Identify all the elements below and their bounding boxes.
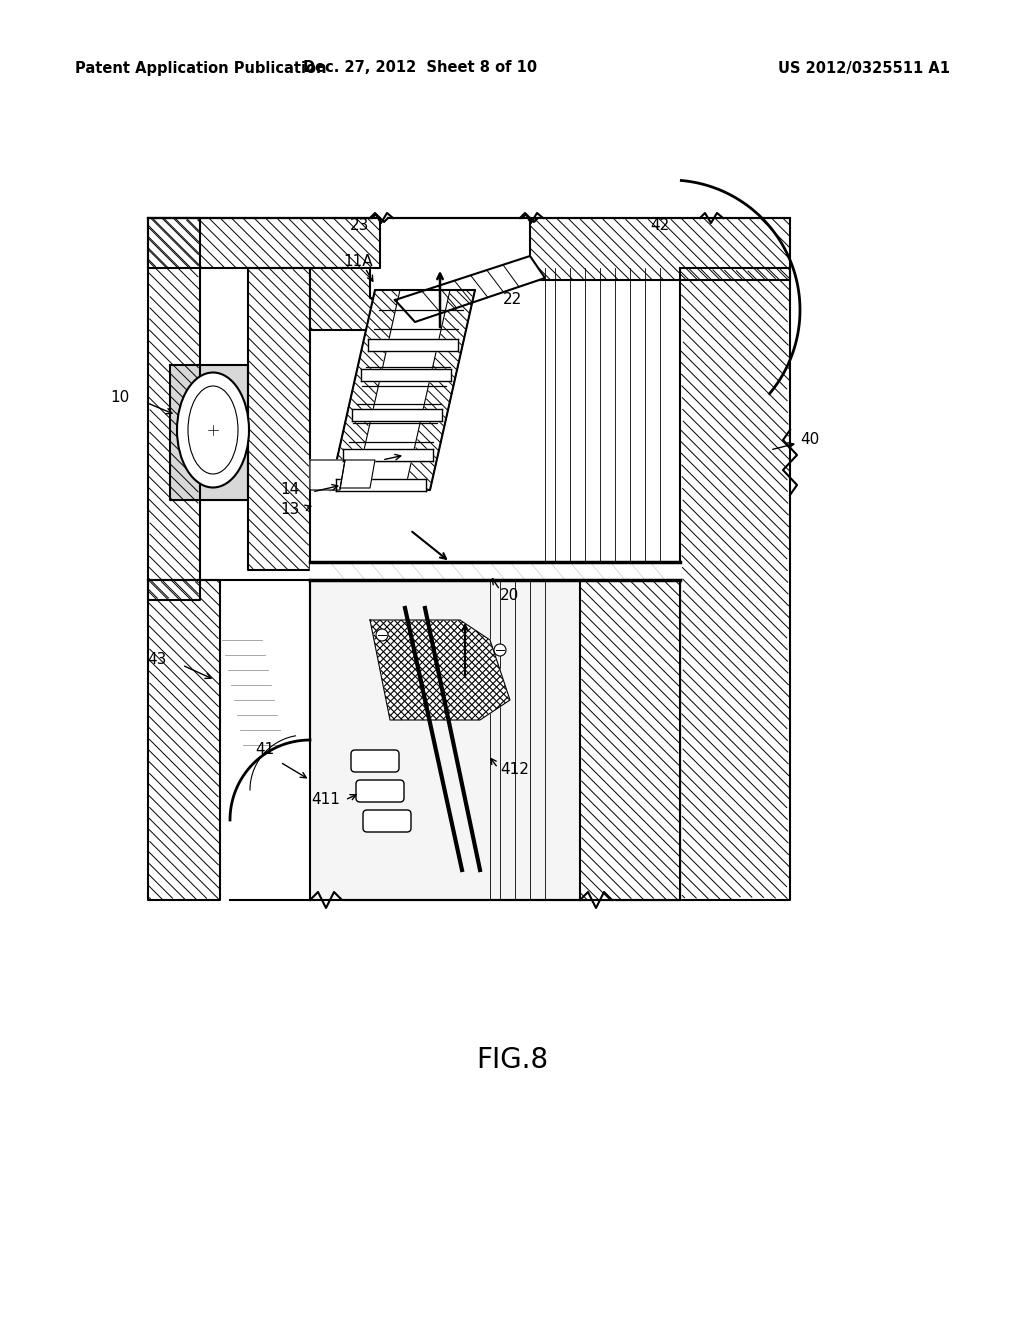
Text: 20: 20 [500,587,519,602]
Circle shape [376,630,388,642]
Polygon shape [395,256,545,322]
Polygon shape [336,479,426,491]
FancyBboxPatch shape [356,780,404,803]
Polygon shape [530,218,790,280]
Text: Dec. 27, 2012  Sheet 8 of 10: Dec. 27, 2012 Sheet 8 of 10 [303,61,537,75]
FancyBboxPatch shape [362,810,411,832]
Polygon shape [148,579,220,900]
Polygon shape [148,218,200,601]
Text: 10: 10 [111,391,130,405]
Text: 13: 13 [281,503,300,517]
Polygon shape [360,370,451,381]
FancyBboxPatch shape [351,750,399,772]
Polygon shape [330,290,475,490]
Ellipse shape [188,385,238,474]
Text: 15: 15 [370,453,389,467]
Polygon shape [310,268,380,330]
Polygon shape [310,579,680,900]
Polygon shape [680,268,790,900]
Polygon shape [330,290,400,490]
Polygon shape [310,562,680,579]
Text: 21: 21 [360,411,380,425]
Text: FIG.8: FIG.8 [476,1045,548,1074]
Polygon shape [580,579,680,900]
Text: 42: 42 [650,219,670,234]
Text: 40: 40 [800,433,819,447]
Polygon shape [170,366,248,500]
Text: US 2012/0325511 A1: US 2012/0325511 A1 [778,61,950,75]
Text: 22: 22 [503,293,522,308]
Polygon shape [310,459,345,490]
Text: 11A: 11A [343,255,373,269]
Ellipse shape [177,372,249,487]
Polygon shape [368,339,458,351]
Text: 14: 14 [281,483,300,498]
Text: 411: 411 [311,792,340,808]
Polygon shape [370,620,510,719]
Polygon shape [352,409,442,421]
Text: 23: 23 [350,219,370,234]
Polygon shape [148,218,380,268]
Polygon shape [343,449,433,461]
Circle shape [494,644,506,656]
Text: 41: 41 [255,742,274,758]
Text: 43: 43 [147,652,167,668]
Text: 412: 412 [500,763,528,777]
Polygon shape [248,268,310,570]
Polygon shape [340,459,375,488]
Polygon shape [406,290,475,490]
Text: Patent Application Publication: Patent Application Publication [75,61,327,75]
